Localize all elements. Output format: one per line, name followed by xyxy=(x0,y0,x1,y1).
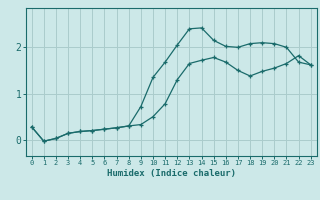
X-axis label: Humidex (Indice chaleur): Humidex (Indice chaleur) xyxy=(107,169,236,178)
